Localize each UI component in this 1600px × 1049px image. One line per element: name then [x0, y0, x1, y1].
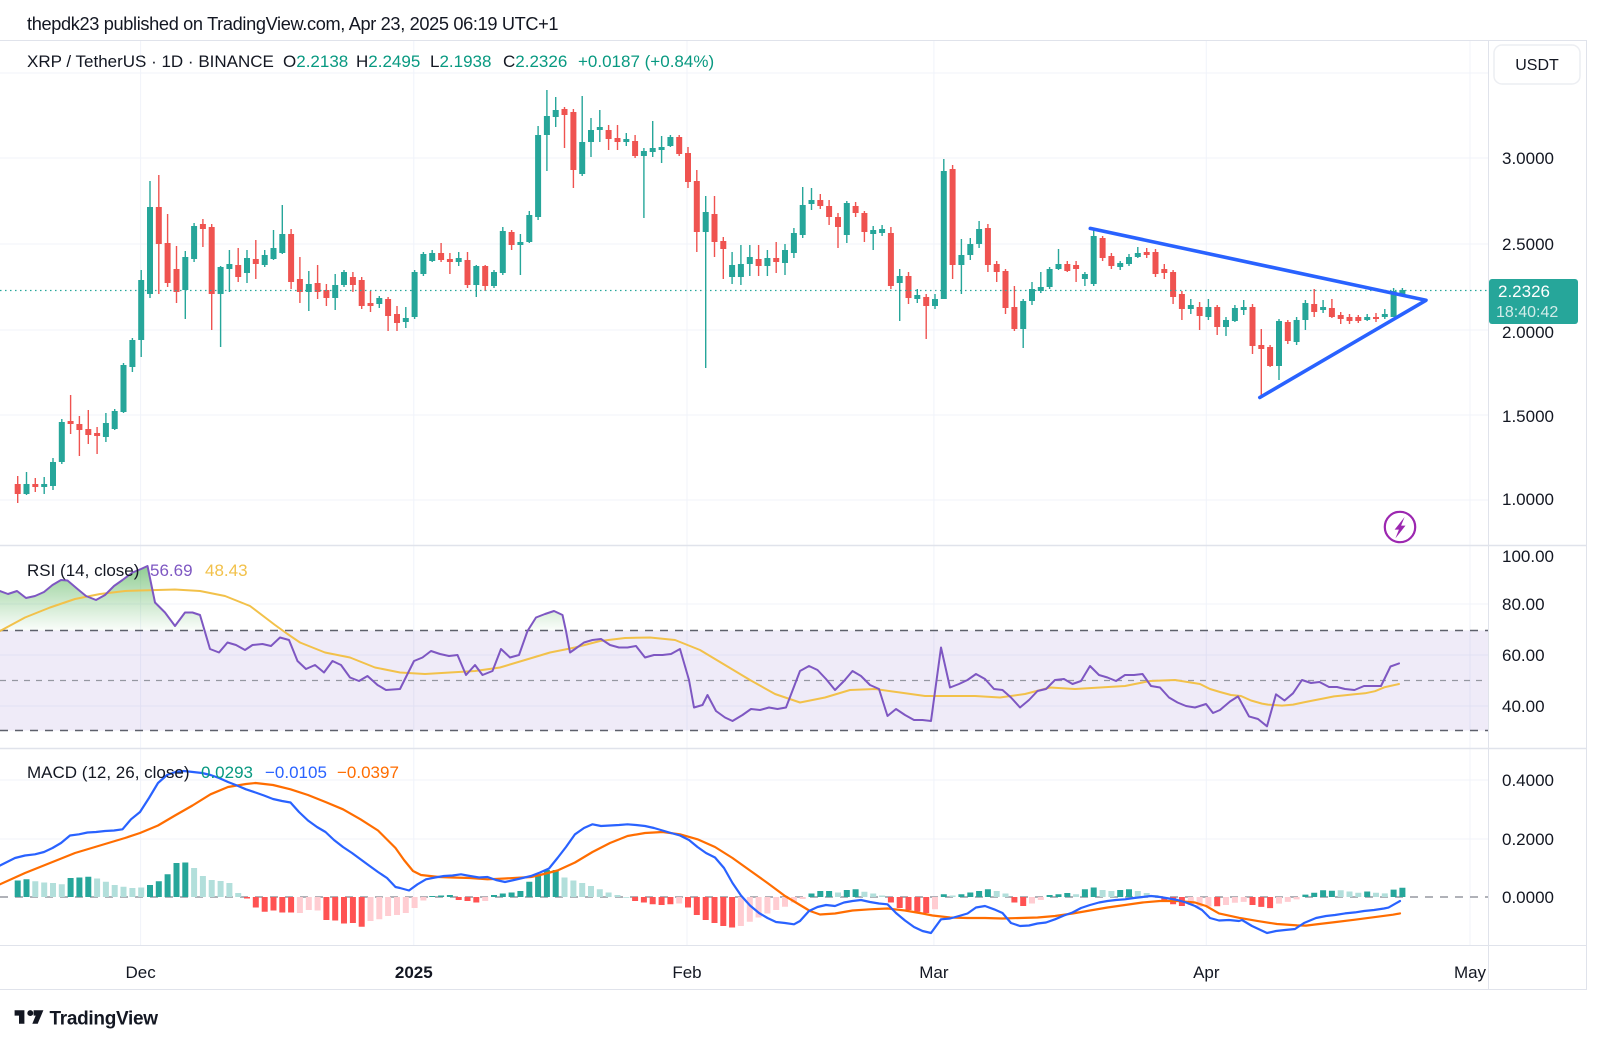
svg-text:48.43: 48.43: [205, 561, 248, 580]
svg-text:2.0000: 2.0000: [1502, 323, 1554, 342]
svg-text:2.2326: 2.2326: [1498, 282, 1550, 301]
svg-text:USDT: USDT: [1515, 57, 1559, 74]
svg-text:18:40:42: 18:40:42: [1496, 304, 1558, 321]
svg-text:TradingView: TradingView: [50, 1009, 159, 1030]
svg-text:MACD (12, 26, close): MACD (12, 26, close): [27, 763, 190, 782]
svg-text:−0.0397: −0.0397: [337, 763, 399, 782]
svg-text:Apr: Apr: [1193, 963, 1220, 982]
svg-text:100.00: 100.00: [1502, 547, 1554, 566]
svg-text:XRP / TetherUS · 1D · BINANCE: XRP / TetherUS · 1D · BINANCE: [27, 52, 274, 71]
svg-text:1.0000: 1.0000: [1502, 490, 1554, 509]
svg-text:3.0000: 3.0000: [1502, 149, 1554, 168]
svg-text:1.5000: 1.5000: [1502, 407, 1554, 426]
svg-text:thepdk23 published on TradingV: thepdk23 published on TradingView.com, A…: [27, 14, 558, 34]
svg-text:60.00: 60.00: [1502, 646, 1545, 665]
svg-text:40.00: 40.00: [1502, 697, 1545, 716]
svg-text:0.2000: 0.2000: [1502, 830, 1554, 849]
svg-text:0.4000: 0.4000: [1502, 771, 1554, 790]
svg-text:May: May: [1454, 963, 1487, 982]
svg-text:2.5000: 2.5000: [1502, 235, 1554, 254]
svg-text:−0.0105: −0.0105: [265, 763, 327, 782]
svg-text:0.0000: 0.0000: [1502, 888, 1554, 907]
svg-text:Mar: Mar: [919, 963, 949, 982]
svg-text:2025: 2025: [395, 963, 433, 982]
svg-text:0.0293: 0.0293: [201, 763, 253, 782]
svg-text:RSI (14, close): RSI (14, close): [27, 561, 139, 580]
svg-text:56.69: 56.69: [150, 561, 193, 580]
svg-text:Feb: Feb: [672, 963, 701, 982]
svg-text:80.00: 80.00: [1502, 595, 1545, 614]
svg-text:Dec: Dec: [125, 963, 156, 982]
